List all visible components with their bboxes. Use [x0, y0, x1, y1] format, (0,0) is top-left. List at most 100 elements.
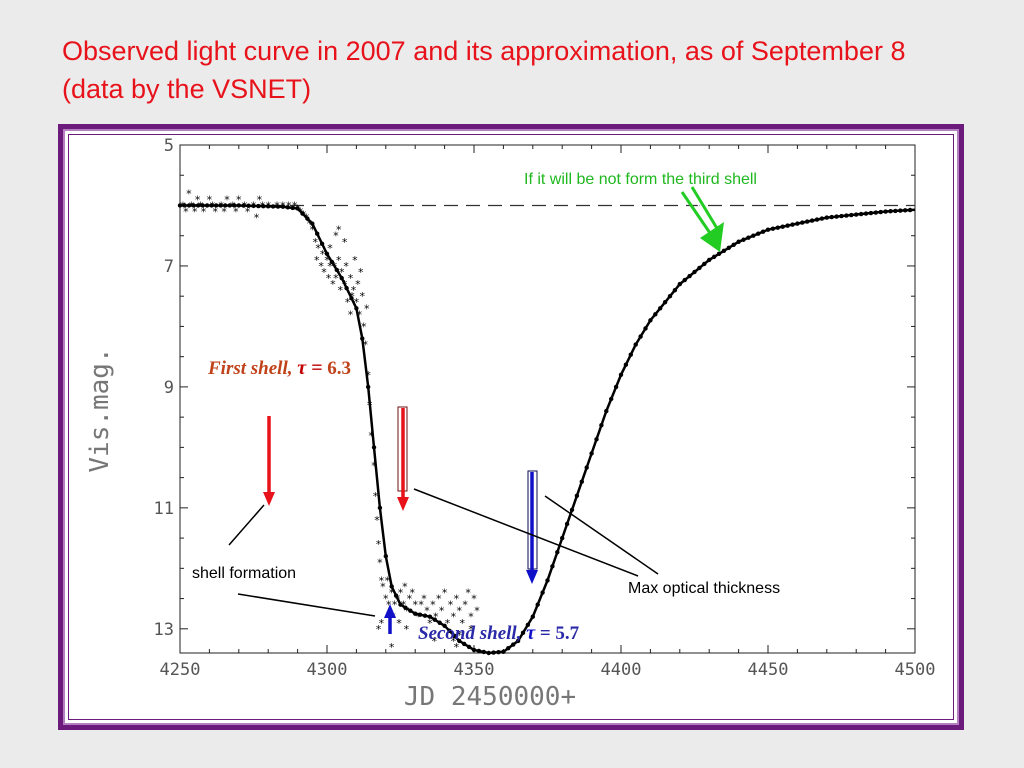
observed-point: * [180, 199, 186, 212]
observed-point: * [242, 199, 248, 212]
x-tick-label: 4500 [895, 660, 936, 680]
approximation-point [858, 211, 864, 217]
approximation-point [432, 617, 437, 622]
observed-point: * [245, 206, 251, 219]
approximation-point [599, 423, 604, 428]
approximation-point [760, 229, 766, 234]
max-thickness-connector-a [413, 488, 639, 577]
approximation-point [218, 203, 223, 208]
observed-point: * [265, 199, 271, 212]
observed-series: *********** *** *** ** **** * * * * *************… [180, 187, 480, 654]
approximation-point [633, 342, 638, 347]
observed-point: * [348, 308, 354, 321]
first-shell-label: First shell, τ = 6.3 [207, 357, 351, 379]
observed-point: * [367, 399, 373, 412]
approximation-point [319, 241, 325, 246]
approximation-point [868, 210, 874, 216]
approximation-point [667, 293, 673, 299]
shell-formation-arrow-head [263, 492, 275, 506]
approximation-point [256, 203, 261, 209]
observed-point: * [432, 635, 438, 648]
observed-point: * [292, 199, 298, 212]
approximation-point [413, 611, 418, 616]
approximation-point [511, 642, 516, 647]
observed-point: * [280, 199, 286, 212]
observed-point: * [230, 199, 236, 212]
observed-point: * [192, 206, 198, 219]
approximation-point [462, 641, 467, 647]
approximation-point [829, 214, 834, 220]
approximation-point [888, 209, 893, 214]
approximation-point [721, 248, 727, 254]
observed-point: * [207, 193, 213, 206]
approximation-point [878, 209, 883, 215]
approximation-point [466, 644, 472, 650]
approximation-point [746, 235, 751, 240]
x-axis-label: JD 2450000+ [404, 682, 576, 712]
shell-formation-connector-b [237, 593, 376, 617]
observed-point: * [462, 599, 468, 612]
approximation-point [447, 628, 452, 634]
approximation-point [618, 372, 624, 378]
observed-point: * [442, 587, 448, 600]
approximation-point [195, 203, 201, 208]
observed-point: * [342, 236, 348, 249]
approximation-point [883, 209, 888, 214]
approximation-point [628, 352, 633, 357]
y-tick-label: 5 [164, 136, 174, 156]
observed-point: * [424, 605, 430, 618]
approximation-point [814, 217, 820, 222]
observed-point: * [349, 290, 355, 303]
approximation-point [819, 216, 825, 221]
approximation-point [898, 208, 903, 213]
observed-point: * [260, 199, 266, 212]
observed-point: * [377, 556, 383, 569]
approximation-point [266, 204, 271, 209]
approximation-point [731, 242, 736, 247]
approximation-point [251, 203, 256, 209]
approximation-point [377, 505, 383, 511]
observed-point: * [312, 236, 318, 249]
observed-point: * [257, 193, 263, 206]
observed-point: * [364, 302, 370, 315]
observed-point: * [410, 587, 416, 600]
approximation-point [476, 648, 482, 654]
approximation-point [270, 204, 276, 209]
observed-point: * [351, 284, 357, 297]
observed-point: * [342, 278, 348, 291]
approximation-point [422, 613, 428, 618]
approximation-point [403, 605, 408, 610]
approximation-point [365, 384, 371, 390]
approximation-point [638, 334, 643, 339]
annotations [228, 186, 724, 634]
x-tick-label: 4450 [748, 660, 789, 680]
plot-box [179, 144, 916, 654]
x-tick-label: 4400 [601, 660, 642, 680]
observed-point: * [352, 254, 358, 267]
observed-point: * [465, 587, 471, 600]
approximation-point [310, 221, 315, 226]
observed-point: * [195, 193, 201, 206]
observed-point: * [201, 206, 207, 219]
observed-point: * [365, 369, 371, 382]
y-tick-label: 7 [164, 257, 174, 277]
approximation-point [486, 650, 491, 656]
approximation-point [716, 251, 722, 257]
observed-point: * [321, 266, 327, 279]
slide-title: Observed light curve in 2007 and its app… [62, 36, 906, 104]
approximation-point [324, 251, 330, 257]
observed-point: * [355, 278, 361, 291]
third-shell-note: If it will be not form the third shell [524, 171, 757, 188]
green-arrow-shaft-gap [687, 188, 717, 233]
observed-point: * [457, 605, 463, 618]
approximation-point [903, 208, 908, 213]
approximation-point [186, 203, 192, 208]
approximation-point [506, 645, 511, 651]
observed-point: * [274, 199, 280, 212]
observed-point: * [398, 587, 404, 600]
approximation-point [515, 638, 521, 644]
approximation-point [785, 223, 790, 228]
observed-point: * [304, 212, 310, 225]
approximation-point [334, 267, 339, 273]
observed-point: * [354, 296, 360, 309]
